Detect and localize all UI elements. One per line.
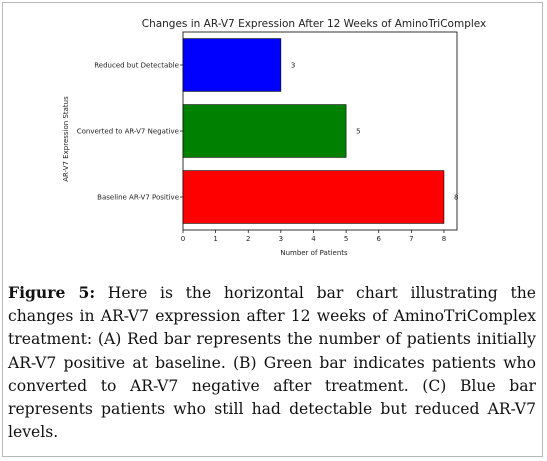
y-tick-label-1: Converted to AR-V7 Negative	[77, 128, 179, 136]
x-tick-label-6: 6	[376, 235, 381, 243]
bar-0	[182, 170, 445, 224]
chart-title: Changes in AR-V7 Expression After 12 Wee…	[142, 18, 487, 30]
x-tick-label-5: 5	[344, 235, 348, 243]
x-tick-label-3: 3	[279, 235, 283, 243]
figure-label: Figure 5:	[8, 283, 96, 302]
bar-value-label-1: 5	[356, 128, 360, 136]
figure-caption: Figure 5: Here is the horizontal bar cha…	[8, 281, 536, 444]
bar-chart: Changes in AR-V7 Expression After 12 Wee…	[62, 18, 487, 257]
x-tick-label-7: 7	[409, 235, 413, 243]
y-tick-label-2: Reduced but Detectable	[94, 62, 179, 70]
bar-value-label-2: 3	[291, 62, 295, 70]
x-tick-label-2: 2	[246, 235, 250, 243]
x-tick-label-1: 1	[213, 235, 217, 243]
y-tick-label-0: Baseline AR-V7 Positive	[97, 194, 179, 202]
y-axis-label: AR-V7 Expression Status	[62, 96, 70, 182]
caption-text: Here is the horizontal bar chart illustr…	[8, 284, 536, 442]
x-axis-label: Number of Patients	[280, 249, 348, 257]
x-tick-label-8: 8	[442, 235, 446, 243]
bar-1	[182, 104, 347, 158]
bar-2	[182, 38, 282, 92]
bar-value-label-0: 8	[454, 194, 458, 202]
x-tick-label-0: 0	[181, 235, 185, 243]
x-tick-label-4: 4	[311, 235, 316, 243]
